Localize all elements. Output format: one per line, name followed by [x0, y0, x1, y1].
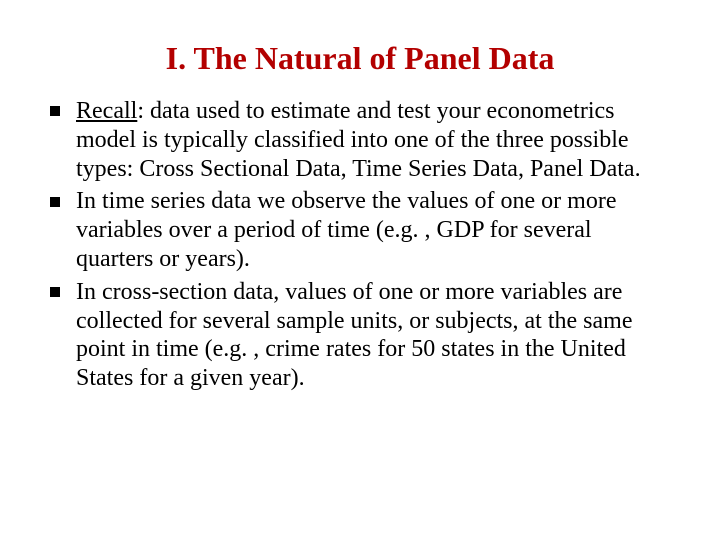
bullet-item: In cross-section data, values of one or … — [50, 278, 670, 393]
bullet-text: In time series data we observe the value… — [76, 188, 616, 272]
bullet-text: : data used to estimate and test your ec… — [76, 98, 641, 182]
slide: I. The Natural of Panel Data Recall: dat… — [0, 0, 720, 540]
bullet-list: Recall: data used to estimate and test y… — [40, 97, 680, 393]
bullet-item: In time series data we observe the value… — [50, 187, 670, 273]
bullet-item: Recall: data used to estimate and test y… — [50, 97, 670, 183]
bullet-lead: Recall — [76, 98, 137, 124]
slide-title: I. The Natural of Panel Data — [40, 40, 680, 77]
bullet-text: In cross-section data, values of one or … — [76, 279, 632, 391]
